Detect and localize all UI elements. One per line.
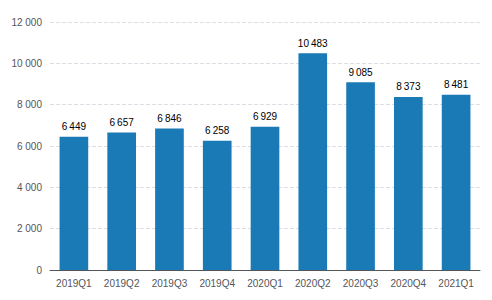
svg-text:6 846: 6 846 [157, 113, 182, 124]
svg-text:8 373: 8 373 [396, 81, 421, 92]
svg-text:2019Q1: 2019Q1 [56, 278, 92, 289]
svg-text:6 929: 6 929 [253, 111, 278, 122]
svg-text:6 258: 6 258 [205, 125, 230, 136]
svg-text:8 481: 8 481 [444, 79, 469, 90]
svg-text:2020Q4: 2020Q4 [391, 278, 427, 289]
svg-text:2020Q3: 2020Q3 [343, 278, 379, 289]
svg-text:2019Q4: 2019Q4 [199, 278, 235, 289]
svg-text:0: 0 [36, 265, 42, 276]
svg-text:2019Q3: 2019Q3 [152, 278, 188, 289]
svg-text:8 000: 8 000 [17, 99, 42, 110]
svg-text:2021Q1: 2021Q1 [438, 278, 474, 289]
svg-text:10 483: 10 483 [298, 38, 328, 49]
svg-text:12 000: 12 000 [11, 17, 42, 28]
svg-text:4 000: 4 000 [17, 182, 42, 193]
svg-text:9 085: 9 085 [348, 67, 373, 78]
svg-text:2 000: 2 000 [17, 223, 42, 234]
svg-text:6 657: 6 657 [110, 117, 135, 128]
svg-text:2020Q2: 2020Q2 [295, 278, 331, 289]
svg-text:2020Q1: 2020Q1 [247, 278, 283, 289]
svg-text:6 000: 6 000 [17, 141, 42, 152]
svg-text:2019Q2: 2019Q2 [104, 278, 140, 289]
svg-text:6 449: 6 449 [62, 121, 87, 132]
svg-text:10 000: 10 000 [11, 58, 42, 69]
